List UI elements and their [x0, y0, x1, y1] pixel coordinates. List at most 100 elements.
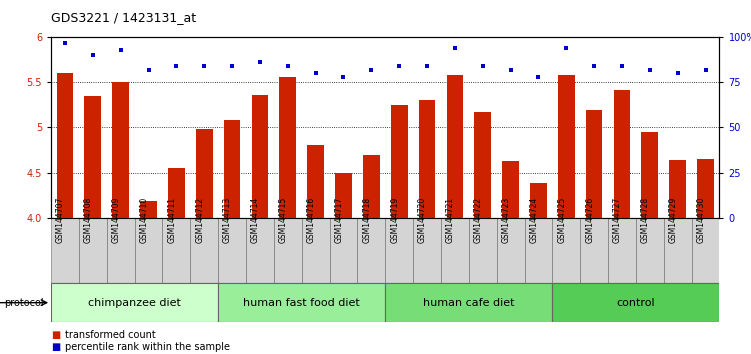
Bar [134, 218, 162, 283]
Text: GSM144713: GSM144713 [223, 196, 232, 243]
Bar [219, 283, 385, 322]
Text: control: control [617, 298, 655, 308]
Bar [692, 218, 719, 283]
Bar [641, 132, 658, 218]
Text: GSM144712: GSM144712 [195, 196, 204, 243]
Text: protocol: protocol [4, 298, 44, 308]
Point [226, 63, 238, 69]
Bar [51, 218, 79, 283]
Point [170, 63, 182, 69]
Text: GSM144708: GSM144708 [84, 196, 93, 243]
Bar [330, 218, 357, 283]
Point [671, 70, 683, 76]
Point [394, 63, 406, 69]
Point [282, 63, 294, 69]
Bar [447, 75, 463, 218]
Text: human cafe diet: human cafe diet [423, 298, 514, 308]
Bar [85, 96, 101, 218]
Text: GSM144727: GSM144727 [613, 196, 622, 243]
Point [198, 63, 210, 69]
Text: GSM144729: GSM144729 [668, 196, 677, 243]
Point [588, 63, 600, 69]
Text: GSM144710: GSM144710 [140, 196, 149, 243]
Text: GSM144730: GSM144730 [696, 196, 705, 243]
Bar [636, 218, 664, 283]
Text: GSM144716: GSM144716 [306, 196, 315, 243]
Bar [558, 75, 575, 218]
Text: human fast food diet: human fast food diet [243, 298, 360, 308]
Bar [190, 218, 219, 283]
Text: GSM144725: GSM144725 [557, 196, 566, 243]
Point [309, 70, 321, 76]
Bar [79, 218, 107, 283]
Point [505, 67, 517, 73]
Bar [363, 154, 380, 218]
Bar [608, 218, 636, 283]
Point [644, 67, 656, 73]
Bar [279, 77, 296, 218]
Bar [385, 218, 413, 283]
Text: GSM144723: GSM144723 [502, 196, 511, 243]
Bar [140, 201, 157, 218]
Bar [196, 129, 213, 218]
Bar [502, 161, 519, 218]
Text: GSM144724: GSM144724 [529, 196, 538, 243]
Bar [530, 183, 547, 218]
Bar [51, 283, 219, 322]
Bar [413, 218, 441, 283]
Point [115, 47, 127, 53]
Bar [697, 159, 714, 218]
Point [337, 74, 349, 80]
Bar [664, 218, 692, 283]
Bar [162, 218, 190, 283]
Text: GSM144721: GSM144721 [446, 196, 455, 243]
Point [365, 67, 377, 73]
Bar [614, 90, 630, 218]
Point [699, 67, 711, 73]
Bar [224, 120, 240, 218]
Text: GSM144715: GSM144715 [279, 196, 288, 243]
Bar [107, 218, 134, 283]
Bar [168, 168, 185, 218]
Point [532, 74, 544, 80]
Point [143, 67, 155, 73]
Point [449, 45, 461, 51]
Text: GSM144726: GSM144726 [585, 196, 594, 243]
Text: GSM144714: GSM144714 [251, 196, 260, 243]
Bar [441, 218, 469, 283]
Bar [391, 105, 408, 218]
Text: ■: ■ [51, 342, 60, 352]
Point [560, 45, 572, 51]
Bar [553, 218, 581, 283]
Bar [335, 173, 351, 218]
Text: GSM144728: GSM144728 [641, 196, 650, 243]
Bar [586, 110, 602, 218]
Bar [56, 73, 74, 218]
Point [59, 40, 71, 45]
Point [616, 63, 628, 69]
Text: GSM144717: GSM144717 [334, 196, 343, 243]
Bar [553, 283, 719, 322]
Text: GSM144719: GSM144719 [391, 196, 400, 243]
Text: GDS3221 / 1423131_at: GDS3221 / 1423131_at [51, 11, 196, 24]
Point [87, 52, 99, 58]
Text: chimpanzee diet: chimpanzee diet [88, 298, 181, 308]
Text: GSM144707: GSM144707 [56, 196, 65, 243]
Bar [252, 95, 268, 218]
Bar [469, 218, 496, 283]
Bar [581, 218, 608, 283]
Bar [219, 218, 246, 283]
Point [421, 63, 433, 69]
Bar [302, 218, 330, 283]
Text: GSM144720: GSM144720 [418, 196, 427, 243]
Text: GSM144722: GSM144722 [474, 196, 483, 243]
Text: GSM144711: GSM144711 [167, 196, 176, 243]
Point [254, 59, 266, 65]
Bar [524, 218, 553, 283]
Point [477, 63, 489, 69]
Bar [274, 218, 302, 283]
Bar [475, 112, 491, 218]
Text: GSM144718: GSM144718 [362, 196, 371, 243]
Text: transformed count: transformed count [65, 330, 155, 339]
Bar [246, 218, 274, 283]
